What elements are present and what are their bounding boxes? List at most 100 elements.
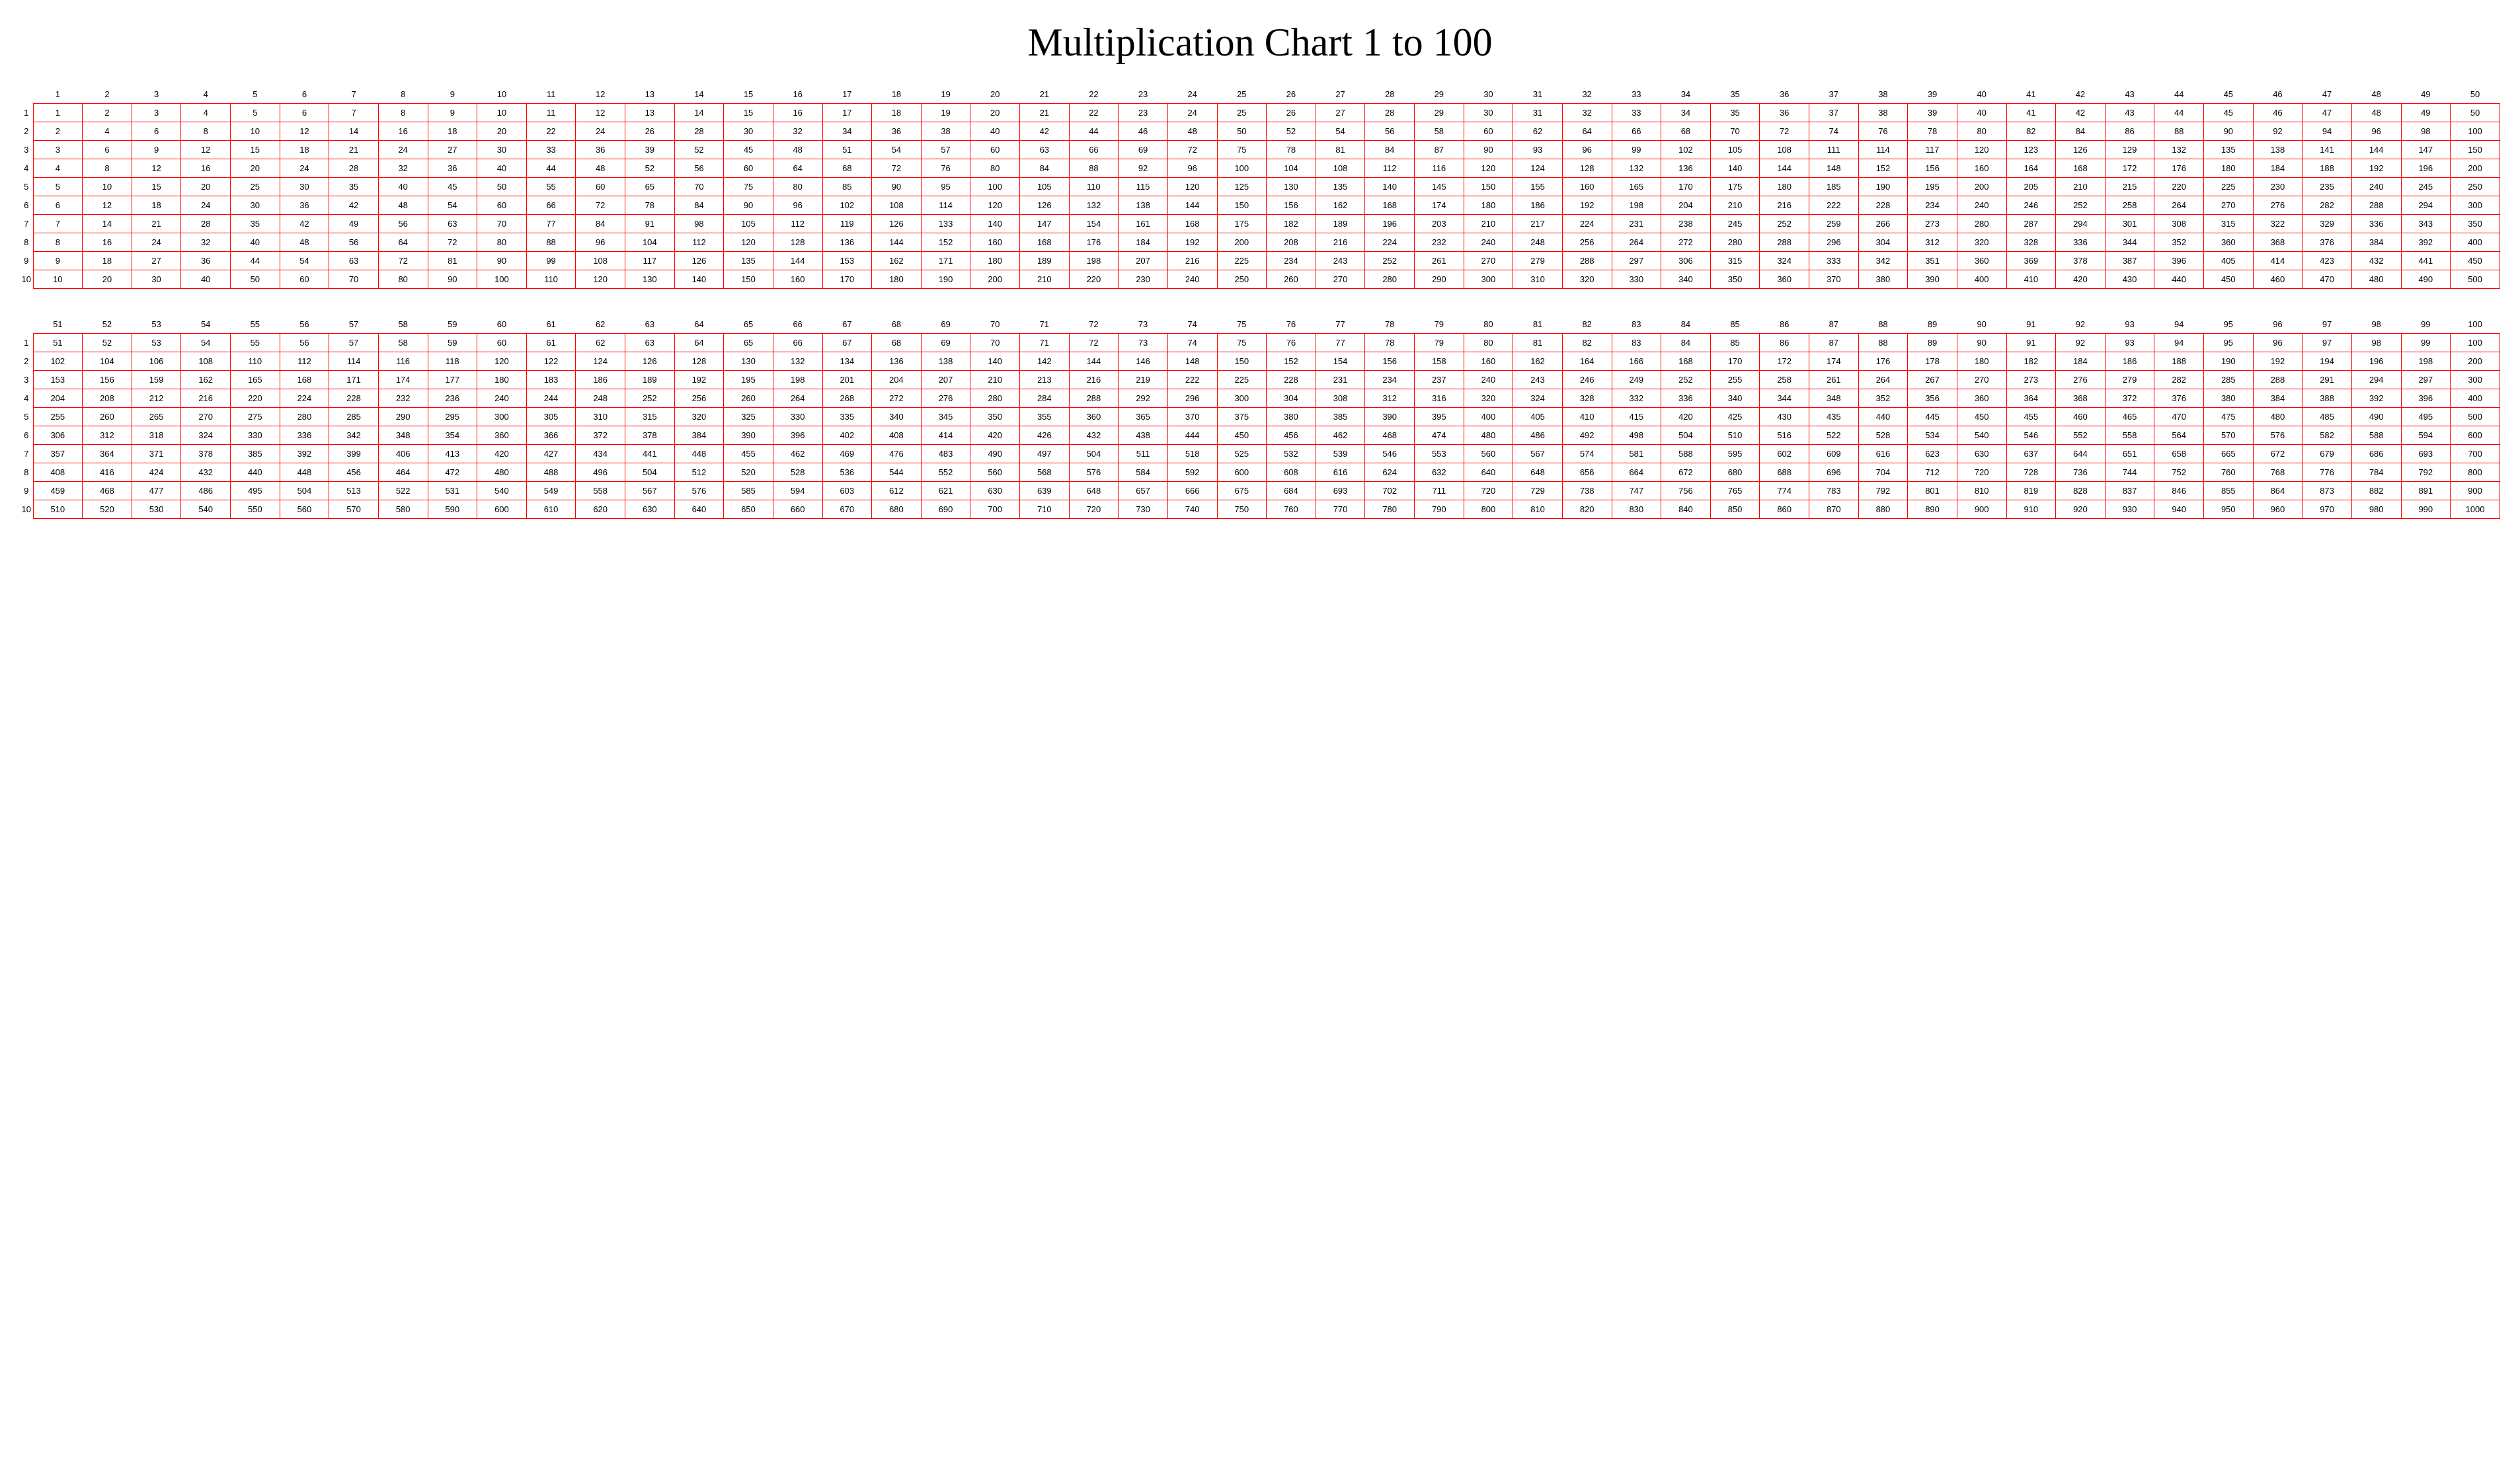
cell: 760 — [1267, 500, 1316, 519]
cell: 284 — [1020, 389, 1070, 408]
cell: 142 — [1020, 352, 1070, 371]
cell: 329 — [2303, 215, 2352, 233]
cell: 640 — [1464, 463, 1513, 482]
cell: 432 — [2351, 252, 2401, 270]
cell: 400 — [2451, 389, 2500, 408]
cell: 216 — [1316, 233, 1365, 252]
cell: 20 — [477, 122, 527, 141]
cell: 100 — [2451, 334, 2500, 352]
cell: 348 — [378, 426, 428, 445]
cell: 279 — [1513, 252, 1563, 270]
cell: 600 — [2451, 426, 2500, 445]
cell: 860 — [1760, 500, 1809, 519]
cell: 585 — [724, 482, 773, 500]
cell: 290 — [378, 408, 428, 426]
cell: 477 — [132, 482, 181, 500]
cell: 14 — [329, 122, 379, 141]
cell: 132 — [2154, 141, 2204, 159]
cell: 444 — [1167, 426, 1217, 445]
cell: 130 — [724, 352, 773, 371]
cell: 54 — [428, 196, 477, 215]
cell: 308 — [2154, 215, 2204, 233]
cell: 405 — [2204, 252, 2254, 270]
cell: 261 — [1809, 371, 1859, 389]
cell: 280 — [970, 389, 1020, 408]
cell: 594 — [773, 482, 822, 500]
cell: 576 — [674, 482, 724, 500]
cell: 116 — [378, 352, 428, 371]
col-header: 51 — [33, 315, 83, 334]
cell: 74 — [1809, 122, 1859, 141]
cell: 228 — [1858, 196, 1908, 215]
cell: 448 — [280, 463, 329, 482]
cell: 30 — [280, 178, 329, 196]
col-header: 50 — [2451, 85, 2500, 104]
cell: 332 — [1612, 389, 1661, 408]
cell: 172 — [2105, 159, 2154, 178]
cell: 54 — [280, 252, 329, 270]
cell: 93 — [2105, 334, 2154, 352]
page-title: Multiplication Chart 1 to 100 — [20, 20, 2500, 65]
cell: 72 — [576, 196, 625, 215]
cell: 99 — [1612, 141, 1661, 159]
cell: 5 — [33, 178, 83, 196]
cell: 72 — [872, 159, 922, 178]
cell: 301 — [2105, 215, 2154, 233]
cell: 368 — [2253, 233, 2303, 252]
cell: 114 — [1858, 141, 1908, 159]
cell: 343 — [2401, 215, 2451, 233]
cell: 53 — [132, 334, 181, 352]
cell: 134 — [822, 352, 872, 371]
cell: 40 — [1957, 104, 2006, 122]
cell: 490 — [2351, 408, 2401, 426]
cell: 275 — [231, 408, 280, 426]
col-header: 4 — [181, 85, 231, 104]
cell: 135 — [1316, 178, 1365, 196]
cell: 88 — [1069, 159, 1119, 178]
cell: 300 — [2451, 371, 2500, 389]
cell: 195 — [724, 371, 773, 389]
cell: 34 — [1661, 104, 1711, 122]
cell: 560 — [1464, 445, 1513, 463]
cell: 46 — [1119, 122, 1168, 141]
cell: 518 — [1167, 445, 1217, 463]
cell: 48 — [773, 141, 822, 159]
cell: 216 — [1760, 196, 1809, 215]
cell: 512 — [674, 463, 724, 482]
cell: 350 — [970, 408, 1020, 426]
cell: 616 — [1858, 445, 1908, 463]
cell: 640 — [674, 500, 724, 519]
cell: 32 — [773, 122, 822, 141]
cell: 546 — [1365, 445, 1415, 463]
cell: 90 — [1957, 334, 2006, 352]
cell: 25 — [1217, 104, 1267, 122]
cell: 147 — [2401, 141, 2451, 159]
cell: 88 — [2154, 122, 2204, 141]
cell: 190 — [1858, 178, 1908, 196]
cell: 474 — [1415, 426, 1464, 445]
cell: 740 — [1167, 500, 1217, 519]
cell: 413 — [428, 445, 477, 463]
col-header: 98 — [2351, 315, 2401, 334]
row-header: 6 — [20, 426, 33, 445]
cell: 234 — [1908, 196, 1957, 215]
cell: 18 — [83, 252, 132, 270]
cell: 80 — [970, 159, 1020, 178]
cell: 36 — [1760, 104, 1809, 122]
cell: 702 — [1365, 482, 1415, 500]
cell: 390 — [1908, 270, 1957, 289]
cell: 165 — [1612, 178, 1661, 196]
table-row: 6306312318324330336342348354360366372378… — [20, 426, 2500, 445]
cell: 472 — [428, 463, 477, 482]
cell: 729 — [1513, 482, 1563, 500]
cell: 10 — [477, 104, 527, 122]
cell: 105 — [724, 215, 773, 233]
cell: 2 — [83, 104, 132, 122]
cell: 78 — [1365, 334, 1415, 352]
cell: 36 — [280, 196, 329, 215]
cell: 504 — [1069, 445, 1119, 463]
cell: 276 — [921, 389, 970, 408]
cell: 88 — [1858, 334, 1908, 352]
cell: 282 — [2154, 371, 2204, 389]
cell: 468 — [83, 482, 132, 500]
